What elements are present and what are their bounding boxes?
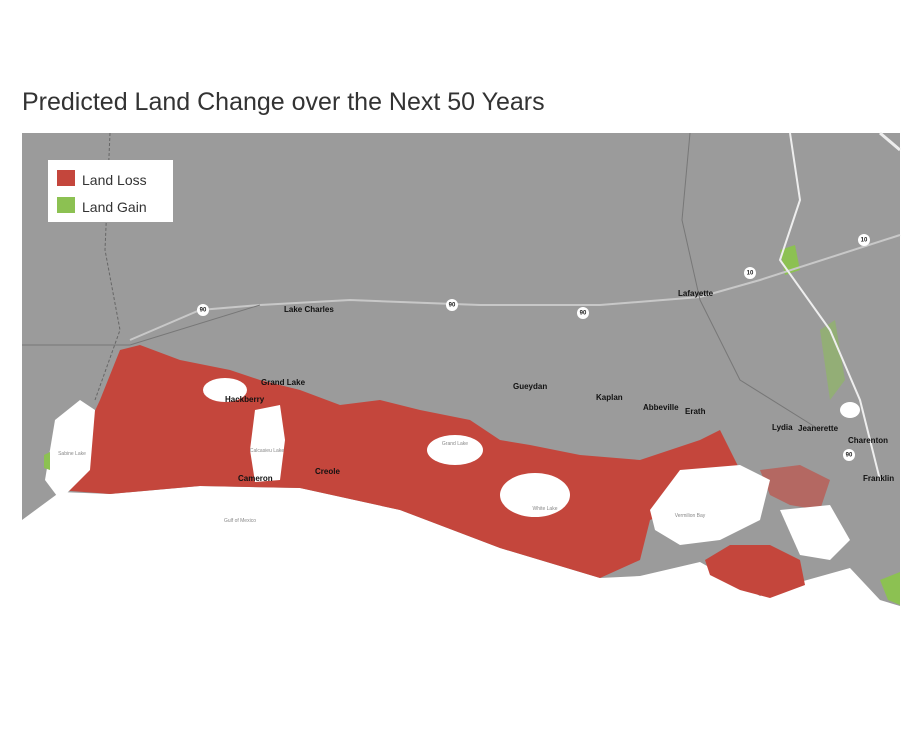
water-label: Sabine Lake (58, 451, 86, 457)
water-label: Grand Lake (442, 441, 468, 447)
map (22, 131, 901, 640)
highway-label: 90 (846, 453, 853, 459)
water-label: White Lake (532, 506, 557, 512)
place-label: Lafayette (678, 289, 714, 298)
place-label: Grand Lake (261, 378, 306, 387)
place-label: Cameron (238, 474, 273, 483)
place-label: Abbeville (643, 403, 679, 412)
highway-label: 90 (580, 311, 587, 317)
gulf (22, 486, 900, 640)
place-label: Lake Charles (284, 305, 334, 314)
water (45, 378, 860, 560)
place-label: Gueydan (513, 382, 547, 391)
legend-swatch (57, 197, 75, 213)
water-label: Gulf of Mexico (224, 518, 256, 524)
legend: Land Loss Land Gain (48, 160, 173, 222)
water-label: Calcasieu Lake (250, 448, 284, 454)
highway-label: 90 (200, 308, 207, 314)
water-labels: Sabine Lake Calcasieu Lake Grand Lake Wh… (58, 441, 706, 524)
water-label: Vermilion Bay (675, 513, 706, 519)
legend-label: Land Loss (82, 172, 147, 188)
highway-shields: 90 90 90 10 10 90 (197, 234, 870, 461)
place-label: Erath (685, 407, 706, 416)
map-title: Predicted Land Change over the Next 50 Y… (22, 88, 545, 116)
place-label: Franklin (863, 474, 894, 483)
place-label: Kaplan (596, 393, 623, 402)
place-label: Charenton (848, 436, 888, 445)
roads (22, 131, 901, 481)
place-label: Hackberry (225, 395, 265, 404)
place-label: Lydia (772, 423, 793, 432)
highway-label: 90 (449, 303, 456, 309)
place-label: Creole (315, 467, 340, 476)
land-loss-area (58, 345, 830, 598)
highway-label: 10 (861, 238, 868, 244)
highway-label: 10 (747, 271, 754, 277)
place-labels: Lake Charles Grand Lake Hackberry Camero… (225, 289, 894, 483)
legend-label: Land Gain (82, 199, 147, 215)
place-label: Jeanerette (798, 424, 839, 433)
legend-swatch (57, 170, 75, 186)
